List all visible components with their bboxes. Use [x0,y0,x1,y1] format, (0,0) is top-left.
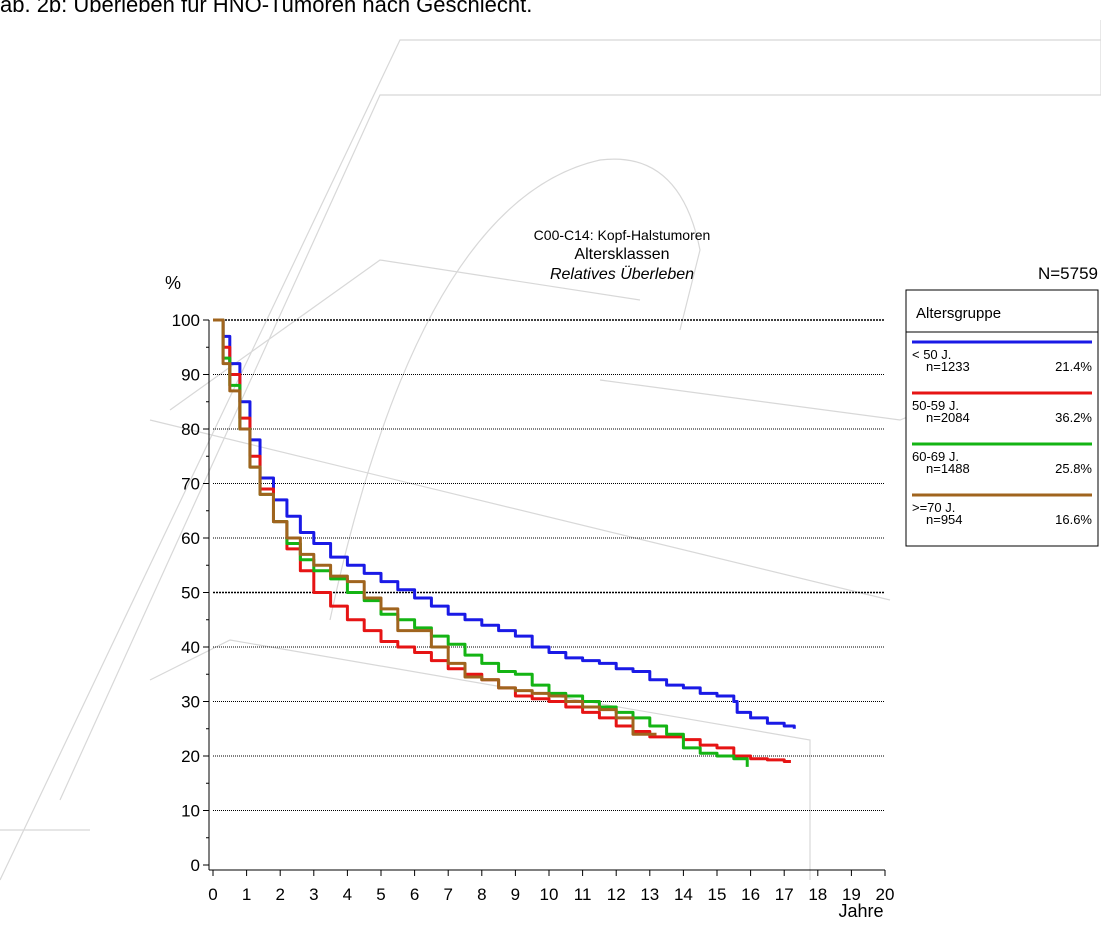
x-axis-label: Jahre [838,901,883,921]
x-tick-label-8: 8 [477,885,486,904]
watermark-stroke-2 [169,259,641,411]
legend-pct-0: 21.4% [1055,359,1092,374]
legend-pct-2: 25.8% [1055,461,1092,476]
x-tick-label-17: 17 [775,885,794,904]
y-tick-label-60: 60 [181,529,200,548]
y-tick-label-70: 70 [181,475,200,494]
legend-label-2: 60-69 J. [912,449,959,464]
y-tick-label-80: 80 [181,420,200,439]
legend-n-2: n=1488 [926,461,970,476]
legend-label-1: 50-59 J. [912,398,959,413]
x-tick-label-7: 7 [443,885,452,904]
y-tick-label-90: 90 [181,366,200,385]
y-tick-label-20: 20 [181,747,200,766]
series-group [213,318,796,767]
legend-n-1: n=2084 [926,410,970,425]
legend-pct-1: 36.2% [1055,410,1092,425]
chart-title-line-1: C00-C14: Kopf-Halstumoren [534,227,711,243]
x-tick-label-16: 16 [741,885,760,904]
x-tick-label-3: 3 [309,885,318,904]
chart-title-line-3: Relatives Überleben [550,265,694,283]
legend-pct-3: 16.6% [1055,512,1092,527]
x-tick-label-9: 9 [511,885,520,904]
legend-n-3: n=954 [926,512,963,527]
series-line-3 [213,318,657,736]
y-axis-label: % [165,273,181,293]
y-tick-label-100: 100 [172,311,200,330]
chart-titles: C00-C14: Kopf-Halstumoren Altersklassen … [165,227,1098,921]
x-tick-label-19: 19 [842,885,861,904]
x-tick-label-5: 5 [376,885,385,904]
legend-label-0: < 50 J. [912,347,951,362]
y-tick-label-10: 10 [181,802,200,821]
total-n-label: N=5759 [1038,264,1098,283]
x-tick-label-0: 0 [208,885,217,904]
figure-caption: ab. 2b: Überleben für HNO-Tumoren nach G… [0,0,533,17]
x-tick-label-2: 2 [275,885,284,904]
x-tick-label-12: 12 [607,885,626,904]
series-line-2 [213,318,749,767]
x-tick-label-1: 1 [242,885,251,904]
y-tick-label-40: 40 [181,638,200,657]
legend-n-0: n=1233 [926,359,970,374]
x-tick-label-13: 13 [640,885,659,904]
watermark-stroke-5 [329,158,701,621]
x-tick-label-14: 14 [674,885,693,904]
legend-box [905,289,1099,547]
x-tick-label-10: 10 [540,885,559,904]
x-tick-label-18: 18 [808,885,827,904]
x-tick-label-4: 4 [343,885,352,904]
watermark-stroke-7 [149,419,891,601]
legend-label-3: >=70 J. [912,500,955,515]
legend-title: Altersgruppe [916,305,1001,322]
y-tick-label-50: 50 [181,584,200,603]
legend: Altersgruppe< 50 J.n=1233 21.4%50-59 J.n=… [905,289,1099,547]
watermark-stroke-0 [59,20,1101,801]
x-tick-label-15: 15 [708,885,727,904]
x-tick-label-6: 6 [410,885,419,904]
series-line-0 [213,318,796,729]
x-tick-label-11: 11 [574,885,592,904]
y-tick-label-0: 0 [191,856,200,875]
y-tick-label-30: 30 [181,693,200,712]
watermark-stroke-1 [0,39,1101,881]
chart-title-line-2: Altersklassen [574,246,669,263]
x-tick-label-20: 20 [876,885,895,904]
